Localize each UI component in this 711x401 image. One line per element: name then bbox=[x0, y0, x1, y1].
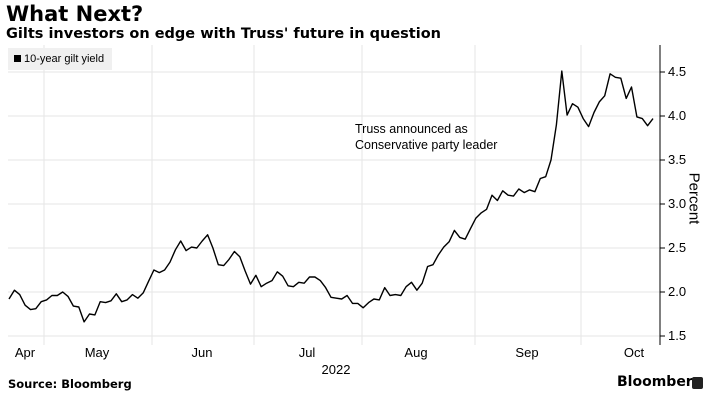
y-axis-label: Percent bbox=[685, 172, 703, 225]
y-tick-label: 3.0 bbox=[668, 196, 687, 211]
chart-subtitle: Gilts investors on edge with Truss' futu… bbox=[6, 26, 441, 42]
y-tick-label: 4.0 bbox=[668, 108, 687, 123]
bloomberg-chart-icon bbox=[692, 377, 703, 389]
y-tick-label: 2.5 bbox=[668, 240, 687, 255]
legend-swatch bbox=[14, 55, 21, 62]
y-tick-label: 2.0 bbox=[668, 284, 687, 299]
x-tick-label: Apr bbox=[14, 345, 36, 360]
legend: 10-year gilt yield bbox=[8, 48, 113, 70]
x-tick-label: Sep bbox=[515, 345, 539, 360]
y-tick-label: 3.5 bbox=[668, 152, 687, 167]
x-tick-label: Jun bbox=[191, 345, 213, 360]
source-note: Source: Bloomberg bbox=[8, 377, 132, 391]
x-tick-label: Oct bbox=[623, 345, 645, 360]
y-tick-label: 1.5 bbox=[668, 328, 687, 343]
x-axis-label: 2022 bbox=[321, 362, 351, 377]
x-tick-label: Aug bbox=[404, 345, 428, 360]
y-tick-label: 4.5 bbox=[668, 64, 687, 79]
annotation-line-1: Truss announced as bbox=[355, 122, 468, 136]
chart-title: What Next? bbox=[6, 2, 144, 26]
x-tick-label: Jul bbox=[298, 345, 316, 360]
annotation-line-2: Conservative party leader bbox=[355, 138, 498, 152]
legend-label: 10-year gilt yield bbox=[24, 53, 105, 65]
x-tick-label: May bbox=[84, 345, 110, 360]
series-line-10-year-gilt-yield bbox=[8, 70, 654, 323]
bloomberg-logo: Bloomberg bbox=[617, 374, 703, 390]
annotation: Truss announced as Conservative party lea… bbox=[355, 121, 497, 153]
